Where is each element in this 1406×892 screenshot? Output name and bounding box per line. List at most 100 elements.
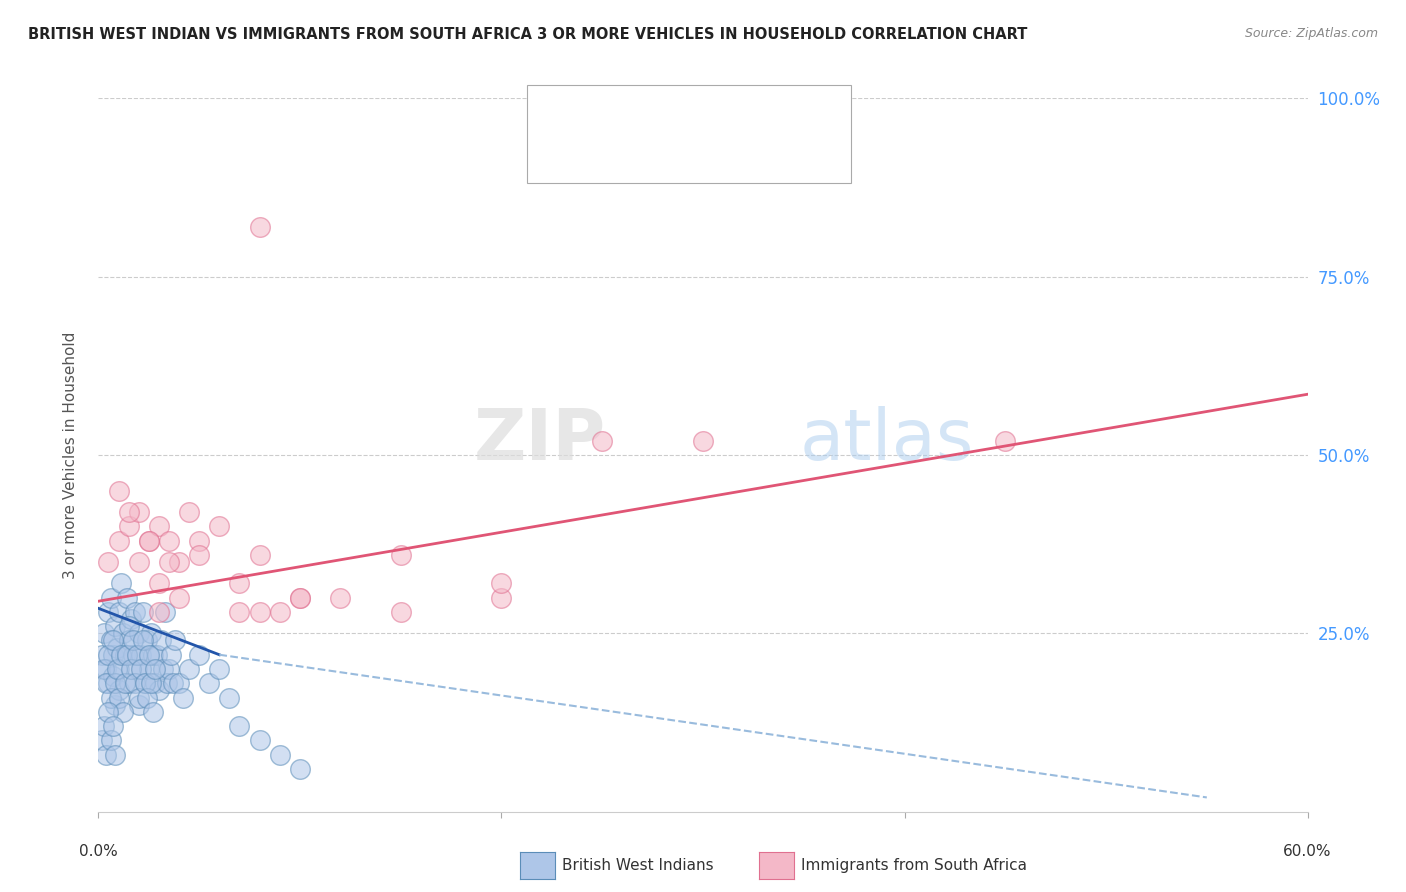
Point [96, 747, 118, 762]
Point [134, 676, 156, 690]
Point [249, 219, 271, 234]
Point [179, 662, 201, 676]
Point [103, 676, 125, 690]
Point [105, 662, 128, 676]
Point [100, 633, 122, 648]
Point [110, 576, 132, 591]
Point [97, 555, 120, 569]
Point [101, 719, 124, 733]
Point [125, 648, 148, 662]
Point [138, 533, 160, 548]
Point [148, 683, 170, 698]
Point [111, 705, 134, 719]
Point [692, 434, 714, 448]
Point [143, 676, 166, 690]
Point [188, 548, 211, 562]
Y-axis label: 3 or more Vehicles in Household: 3 or more Vehicles in Household [63, 331, 77, 579]
Point [135, 690, 157, 705]
Point [100, 733, 122, 747]
Point [157, 533, 180, 548]
Point [149, 633, 172, 648]
Point [121, 633, 143, 648]
Point [389, 605, 412, 619]
Point [100, 591, 122, 605]
Point [128, 690, 150, 705]
Point [591, 434, 613, 448]
Point [228, 719, 250, 733]
Point [121, 648, 143, 662]
Point [97, 605, 120, 619]
Point [128, 698, 150, 712]
Text: Immigrants from South Africa: Immigrants from South Africa [801, 858, 1028, 872]
Point [491, 591, 513, 605]
Point [118, 505, 141, 519]
Point [134, 676, 156, 690]
Point [143, 662, 166, 676]
Point [218, 690, 240, 705]
Point [179, 505, 201, 519]
Point [107, 483, 129, 498]
Text: 0.0%: 0.0% [79, 844, 118, 859]
Point [118, 519, 141, 533]
Point [148, 519, 170, 533]
Point [101, 648, 124, 662]
Point [100, 690, 122, 705]
Point [157, 555, 180, 569]
Point [153, 605, 176, 619]
Point [128, 626, 150, 640]
Text: ZIP: ZIP [474, 406, 606, 475]
Point [93, 719, 115, 733]
Point [142, 705, 165, 719]
Point [103, 747, 125, 762]
Point [269, 747, 291, 762]
Point [125, 662, 148, 676]
Point [96, 676, 118, 690]
Point [93, 626, 115, 640]
Point [135, 633, 157, 648]
Point [139, 676, 162, 690]
Point [228, 605, 250, 619]
Point [118, 676, 141, 690]
Point [124, 605, 146, 619]
Point [163, 633, 186, 648]
Point [148, 605, 170, 619]
Text: 60.0%: 60.0% [1284, 844, 1331, 859]
Point [288, 762, 311, 776]
Text: BRITISH WEST INDIAN VS IMMIGRANTS FROM SOUTH AFRICA 3 OR MORE VEHICLES IN HOUSEH: BRITISH WEST INDIAN VS IMMIGRANTS FROM S… [28, 27, 1028, 42]
Point [208, 519, 231, 533]
Point [107, 662, 129, 676]
Point [228, 576, 250, 591]
Point [97, 705, 120, 719]
Point [156, 676, 179, 690]
Point [103, 619, 125, 633]
Point [269, 605, 291, 619]
Point [132, 605, 155, 619]
Point [91, 648, 114, 662]
Point [96, 662, 118, 676]
Point [114, 648, 136, 662]
Point [120, 612, 142, 626]
Point [138, 648, 160, 662]
Point [107, 533, 129, 548]
Point [93, 662, 115, 676]
Point [97, 676, 120, 690]
Point [115, 648, 138, 662]
Point [249, 733, 271, 747]
Point [115, 591, 138, 605]
Point [288, 591, 311, 605]
Point [138, 533, 160, 548]
Point [162, 676, 184, 690]
Point [138, 662, 160, 676]
Point [208, 662, 231, 676]
Point [994, 434, 1017, 448]
Point [329, 591, 352, 605]
Point [172, 690, 194, 705]
Point [118, 619, 141, 633]
Point [111, 626, 134, 640]
Point [132, 633, 155, 648]
Point [110, 648, 132, 662]
Point [389, 548, 412, 562]
Point [129, 648, 152, 662]
Point [167, 676, 190, 690]
Point [124, 676, 146, 690]
